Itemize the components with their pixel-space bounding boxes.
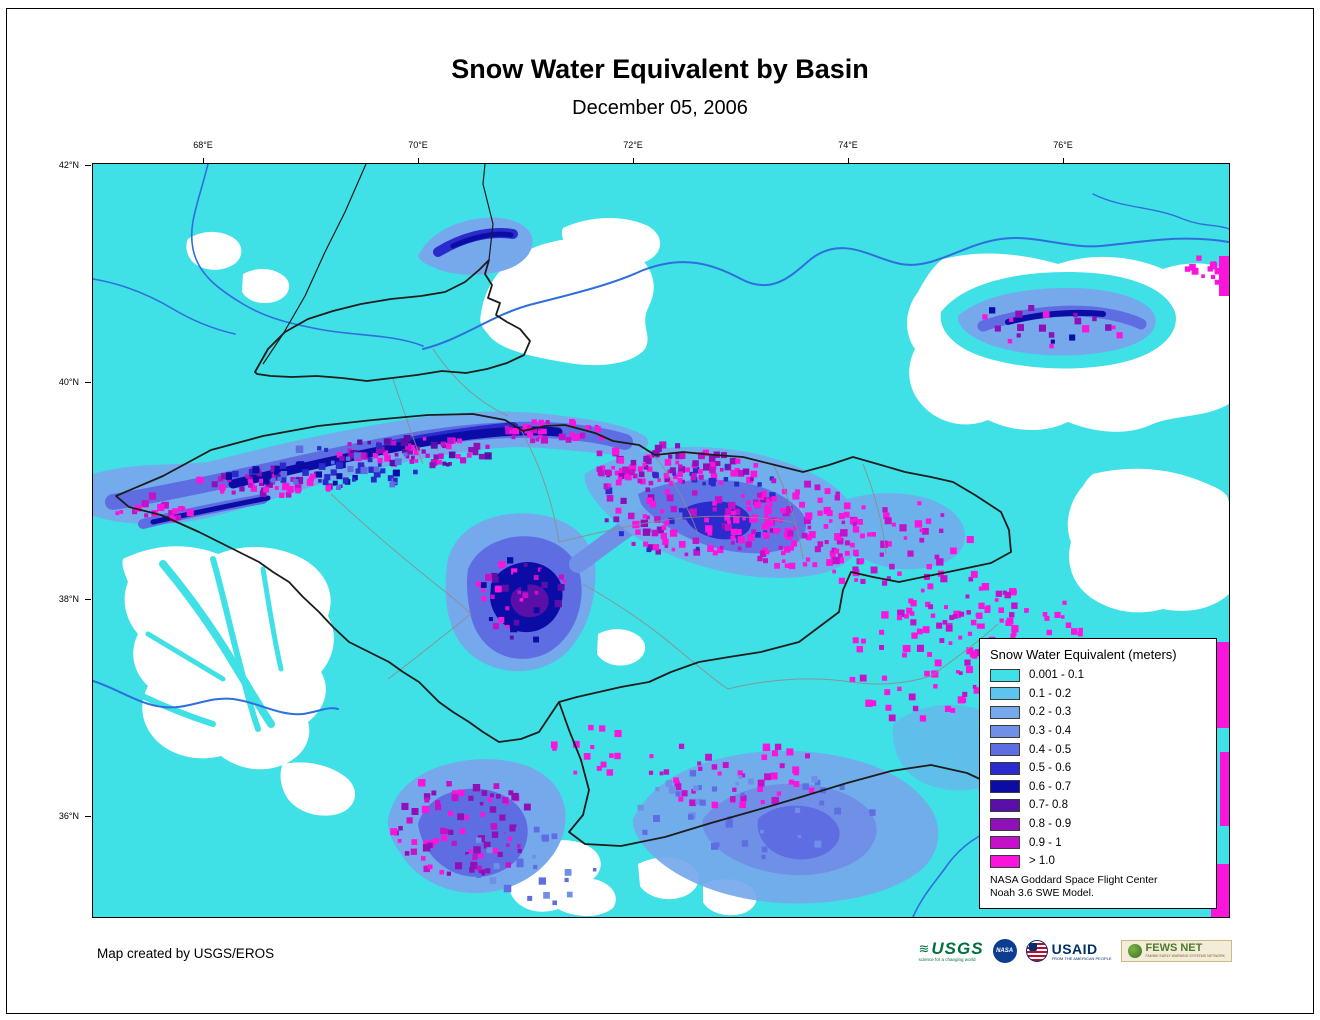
latitude-label: 40°N	[58, 377, 79, 387]
longitude-label: 68°E	[193, 140, 213, 150]
legend-entry: > 1.0	[990, 854, 1206, 868]
legend-swatch	[990, 817, 1020, 831]
legend-entries: 0.001 - 0.1 0.1 - 0.2 0.2 - 0.3 0.3 - 0.4 0.…	[990, 668, 1206, 868]
legend-entry-label: 0.2 - 0.3	[1029, 706, 1072, 719]
legend-entry: 0.8 - 0.9	[990, 817, 1206, 831]
latitude-label: 42°N	[58, 160, 79, 170]
legend-swatch	[990, 854, 1020, 868]
legend-swatch	[990, 798, 1020, 812]
legend-source-line1: NASA Goddard Space Flight Center	[990, 873, 1158, 886]
legend-entry: 0.7- 0.8	[990, 798, 1206, 812]
legend-swatch	[990, 705, 1020, 719]
page-title: Snow Water Equivalent by Basin	[451, 54, 869, 84]
legend-swatch	[990, 780, 1020, 794]
legend-source-line2: Noah 3.6 SWE Model.	[990, 887, 1094, 900]
longitude-tick	[633, 158, 634, 163]
fewsnet-logo: FEWS NET FAMINE EARLY WARNING SYSTEMS NE…	[1120, 940, 1232, 962]
legend-entry-label: 0.5 - 0.6	[1029, 762, 1072, 775]
nasa-meatball-icon: NASA	[992, 939, 1017, 963]
legend: Snow Water Equivalent (meters) 0.001 - 0…	[979, 637, 1217, 909]
usgs-logo: ≋ USGS science for a changing world	[918, 940, 983, 963]
longitude-label: 76°E	[1053, 140, 1073, 150]
fewsnet-globe-icon	[1127, 944, 1142, 958]
legend-source-note: NASA Goddard Space Flight Center Noah 3.…	[990, 874, 1206, 901]
legend-swatch	[990, 668, 1020, 682]
legend-entry: 0.001 - 0.1	[990, 668, 1206, 682]
legend-entry-label: 0.8 - 0.9	[1029, 818, 1072, 831]
nasa-logo: NASA	[992, 939, 1017, 963]
legend-entry-label: 0.4 - 0.5	[1029, 743, 1072, 756]
usaid-logo-text: USAID	[1051, 940, 1098, 957]
latitude-tick	[85, 382, 91, 383]
latitude-axis: 42°N 40°N 38°N 36°N	[40, 160, 91, 916]
logo-strip: ≋ USGS science for a changing world NASA…	[918, 936, 1232, 966]
legend-entry-label: 0.7- 0.8	[1029, 799, 1068, 812]
legend-entry: 0.3 - 0.4	[990, 724, 1206, 738]
legend-entry-label: 0.1 - 0.2	[1029, 687, 1072, 700]
usaid-logo: USAID FROM THE AMERICAN PEOPLE	[1025, 940, 1112, 962]
fewsnet-logo-text: FEWS NET	[1145, 942, 1203, 955]
longitude-label: 72°E	[623, 140, 643, 150]
legend-entry: 0.9 - 1	[990, 836, 1206, 850]
legend-entry: 0.4 - 0.5	[990, 743, 1206, 757]
swe-map-canvas	[93, 164, 1229, 917]
legend-swatch	[990, 687, 1020, 701]
page-subtitle: December 05, 2006	[572, 97, 748, 119]
usgs-wave-icon: ≋	[918, 940, 930, 956]
latitude-tick	[85, 165, 91, 166]
longitude-label: 70°E	[408, 140, 428, 150]
legend-entry: 0.2 - 0.3	[990, 705, 1206, 719]
legend-entry: 0.6 - 0.7	[990, 780, 1206, 794]
map-frame: Snow Water Equivalent (meters) 0.001 - 0…	[92, 163, 1230, 918]
latitude-tick	[85, 599, 91, 600]
usaid-tagline: FROM THE AMERICAN PEOPLE	[1051, 955, 1112, 961]
legend-swatch	[990, 836, 1020, 850]
legend-entry: 0.5 - 0.6	[990, 761, 1206, 775]
longitude-tick	[203, 158, 204, 163]
legend-title: Snow Water Equivalent (meters)	[990, 646, 1177, 662]
fewsnet-tagline: FAMINE EARLY WARNING SYSTEMS NETWORK	[1145, 954, 1225, 959]
legend-entry: 0.1 - 0.2	[990, 687, 1206, 701]
latitude-label: 38°N	[58, 594, 79, 604]
legend-swatch	[990, 761, 1020, 775]
legend-entry-label: 0.3 - 0.4	[1029, 725, 1072, 738]
latitude-tick	[85, 816, 91, 817]
legend-swatch	[990, 743, 1020, 757]
legend-swatch	[990, 724, 1020, 738]
legend-entry-label: > 1.0	[1029, 855, 1055, 868]
usgs-logo-text: USGS	[931, 938, 984, 958]
longitude-label: 74°E	[838, 140, 858, 150]
latitude-label: 36°N	[58, 811, 79, 821]
longitude-tick	[418, 158, 419, 163]
longitude-tick	[1063, 158, 1064, 163]
map-credit: Map created by USGS/EROS	[97, 946, 275, 961]
usgs-tagline: science for a changing world	[918, 956, 976, 962]
legend-entry-label: 0.001 - 0.1	[1029, 669, 1084, 682]
legend-entry-label: 0.6 - 0.7	[1029, 780, 1072, 793]
usaid-seal-icon	[1025, 940, 1048, 962]
nasa-logo-text: NASA	[996, 948, 1014, 954]
longitude-tick	[848, 158, 849, 163]
legend-entry-label: 0.9 - 1	[1029, 836, 1062, 849]
longitude-axis: 68°E 70°E 72°E 74°E 76°E	[92, 138, 1228, 163]
